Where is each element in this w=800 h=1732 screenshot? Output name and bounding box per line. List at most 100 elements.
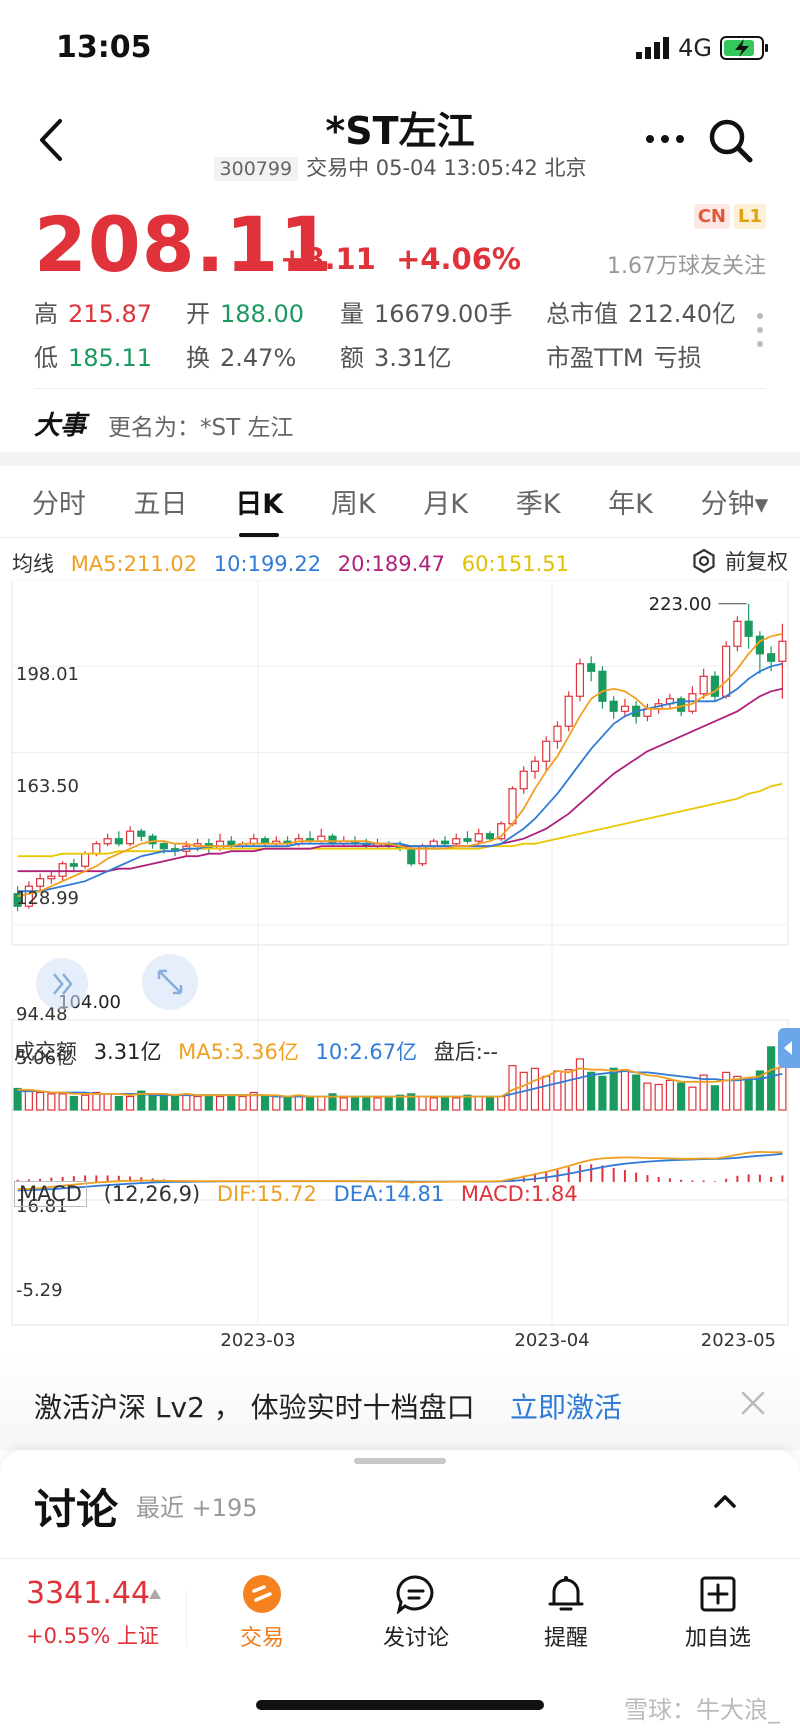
stat-high: 高 215.87 [34, 300, 152, 328]
index-value[interactable]: 3341.44 [26, 1576, 151, 1611]
volume-bar [283, 1097, 292, 1111]
nav-trade-button[interactable]: 交易 [202, 1574, 322, 1652]
more-icon[interactable] [640, 124, 690, 154]
change-amount: +8.11 [280, 242, 376, 276]
candle-body [126, 830, 135, 845]
signal-icon [636, 37, 670, 59]
tab-five-day[interactable]: 五日 [133, 489, 188, 520]
nav-watchlist-button[interactable]: 加自选 [658, 1574, 778, 1652]
badge-l1[interactable]: L1 [734, 204, 766, 229]
chart-grid [11, 580, 789, 1326]
activate-link[interactable]: 立即激活 [510, 1391, 623, 1424]
ma-legend: 均线 MA5:211.02 10:199.22 20:189.47 60:151… [12, 548, 579, 578]
candle-body [733, 620, 742, 647]
ma10-line [17, 662, 783, 893]
scroll-left-button[interactable] [36, 958, 88, 1010]
volume-bar [137, 1090, 146, 1111]
stat-low: 低 185.11 [34, 344, 152, 372]
stat-open: 开 188.00 [186, 300, 304, 328]
macd-layer [16, 1150, 784, 1192]
discussion-count: 最近 +195 [136, 1494, 258, 1522]
volume-bar [587, 1071, 596, 1111]
fullscreen-button[interactable] [142, 954, 198, 1010]
tab-daily-k[interactable]: 日K [229, 470, 289, 537]
expand-stats-icon[interactable] [756, 312, 764, 348]
date-axis-label: 2023-04 [514, 1330, 589, 1351]
candle-body [699, 675, 708, 695]
status-time: 13:05 [56, 30, 152, 65]
tab-yearly-k[interactable]: 年K [608, 489, 653, 520]
volume-bar [24, 1089, 33, 1111]
double-chevron-icon [53, 973, 73, 995]
market-badges[interactable]: CN L1 [693, 204, 766, 229]
kline-chart[interactable]: 232.52198.01163.50128.9994.485.06亿16.81-… [0, 580, 800, 1360]
price-change: +8.11 +4.06% [280, 242, 521, 276]
home-indicator[interactable] [256, 1700, 544, 1710]
tab-quarterly-k[interactable]: 季K [515, 489, 561, 520]
tab-monthly-k[interactable]: 月K [423, 489, 469, 520]
candle-body [598, 670, 607, 702]
volume-bar [193, 1095, 202, 1111]
volume-bar [114, 1095, 123, 1111]
ma10-value: 10:199.22 [213, 552, 322, 576]
candle-body [58, 863, 67, 877]
candle-body [24, 885, 33, 907]
trade-icon [243, 1575, 281, 1613]
candle-body [36, 878, 45, 887]
sheet-handle[interactable] [354, 1458, 446, 1464]
price-axis-label: 163.50 [16, 776, 79, 797]
side-panel-toggle[interactable] [778, 1028, 800, 1068]
index-name: 上证 [117, 1624, 159, 1648]
macd-params: (12,26,9) [103, 1182, 201, 1206]
volume-bar [744, 1078, 753, 1111]
followers-count[interactable]: 1.67万球友关注 [607, 254, 766, 279]
discussion-title: 讨论 [34, 1485, 119, 1534]
candle-body [508, 788, 517, 825]
divider [34, 388, 766, 389]
volume-bar [13, 1087, 22, 1111]
candle-body [328, 835, 337, 845]
tab-minute[interactable]: 分钟▾ [700, 489, 769, 520]
banner-text: 激活沪深 Lv2 ， 体验实时十档盘口 [34, 1391, 475, 1424]
candle-body [463, 838, 472, 842]
change-percent: +4.06% [396, 242, 521, 276]
price-axis-label: 198.01 [16, 664, 79, 685]
back-icon[interactable] [32, 115, 72, 165]
tab-weekly-k[interactable]: 周K [330, 489, 376, 520]
panel-frame [11, 1199, 789, 1326]
candle-body [148, 835, 157, 845]
adjust-button[interactable]: 前复权 [691, 546, 788, 576]
date-axis-label: 2023-03 [220, 1330, 295, 1351]
volume-bar [564, 1069, 573, 1111]
macd-legend[interactable]: MACD (12,26,9) DIF:15.72 DEA:14.81 MACD:… [14, 1181, 588, 1207]
comment-icon [396, 1575, 434, 1614]
discussion-sheet[interactable] [0, 1450, 800, 1558]
stock-subline: 300799 交易中 05-04 13:05:42 北京 [0, 152, 800, 182]
candle-body [474, 833, 483, 842]
axis-labels: 232.52198.01163.50128.9994.485.06亿16.81-… [16, 664, 776, 1351]
volume-bar [272, 1095, 281, 1111]
panel-frame [11, 580, 789, 946]
close-icon[interactable] [738, 1388, 768, 1418]
volume-bar [598, 1075, 607, 1111]
tab-intraday[interactable]: 分时 [31, 489, 86, 520]
candle-body [103, 838, 112, 845]
volume-ma5-line [17, 1066, 783, 1098]
index-change[interactable]: +0.55% 上证 [26, 1620, 159, 1650]
volume-axis-label: 5.06亿 [16, 1048, 74, 1069]
candle-body [587, 663, 596, 672]
volume-ma10: 10:2.67亿 [315, 1040, 418, 1064]
macd-label: MACD [14, 1181, 87, 1207]
nav-post-button[interactable]: 发讨论 [356, 1574, 476, 1652]
chevron-up-icon[interactable] [708, 1484, 742, 1518]
event-text[interactable]: 更名为：*ST 左江 [108, 415, 294, 441]
volume-bar [47, 1093, 56, 1111]
ma5-line [17, 632, 783, 898]
badge-cn[interactable]: CN [693, 204, 730, 229]
volume-legend: 成交额 3.31亿 MA5:3.36亿 10:2.67亿 盘后:-- [14, 1036, 508, 1066]
nav-alert-button[interactable]: 提醒 [506, 1574, 626, 1652]
candle-body [485, 833, 495, 840]
search-icon[interactable] [706, 116, 756, 166]
candle-body [767, 653, 776, 662]
volume-bar [767, 1046, 776, 1111]
